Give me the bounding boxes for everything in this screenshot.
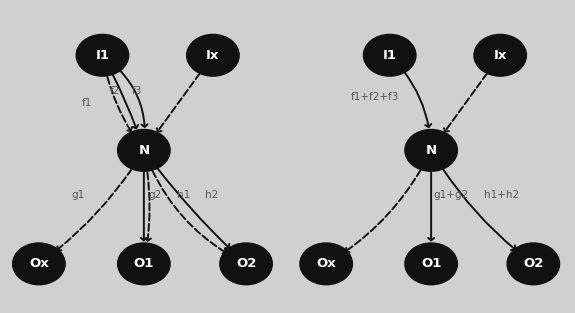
Text: g1: g1 (71, 190, 84, 200)
Ellipse shape (220, 243, 273, 285)
Ellipse shape (118, 130, 170, 171)
Ellipse shape (300, 243, 352, 285)
Text: g1+g2: g1+g2 (433, 190, 468, 200)
Text: h2: h2 (205, 190, 218, 200)
Text: I1: I1 (95, 49, 109, 62)
Text: f2: f2 (110, 85, 120, 95)
Text: Ix: Ix (493, 49, 507, 62)
Ellipse shape (363, 34, 416, 76)
Ellipse shape (13, 243, 65, 285)
Text: h1+h2: h1+h2 (484, 190, 519, 200)
Ellipse shape (405, 130, 457, 171)
Ellipse shape (474, 34, 527, 76)
Text: Ix: Ix (206, 49, 220, 62)
Ellipse shape (76, 34, 129, 76)
Text: Ox: Ox (316, 257, 336, 270)
Ellipse shape (187, 34, 239, 76)
Text: h1: h1 (177, 190, 190, 200)
Text: f1: f1 (82, 98, 93, 108)
Text: O1: O1 (421, 257, 442, 270)
Text: g2: g2 (148, 190, 162, 200)
Text: O2: O2 (523, 257, 543, 270)
Text: Ox: Ox (29, 257, 49, 270)
Text: N: N (426, 144, 436, 157)
Ellipse shape (118, 243, 170, 285)
Ellipse shape (405, 243, 457, 285)
Text: O1: O1 (133, 257, 154, 270)
Text: N: N (139, 144, 150, 157)
Text: f3: f3 (132, 85, 142, 95)
Text: f1+f2+f3: f1+f2+f3 (350, 92, 398, 102)
Text: I1: I1 (383, 49, 397, 62)
Text: O2: O2 (236, 257, 256, 270)
Ellipse shape (507, 243, 559, 285)
